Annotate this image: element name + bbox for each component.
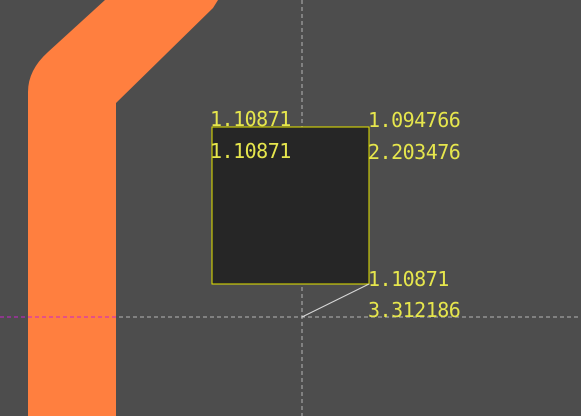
measure-bottom-right-y: 3.312186 [368,300,460,320]
measure-bottom-right-x: 1.10871 [368,269,449,289]
measure-top-right-y: 2.203476 [368,142,460,162]
measure-top-left-x: 1.10871 [210,109,291,129]
measure-top-left-y: 1.10871 [210,141,291,161]
measure-top-right-x: 1.094766 [368,110,460,130]
